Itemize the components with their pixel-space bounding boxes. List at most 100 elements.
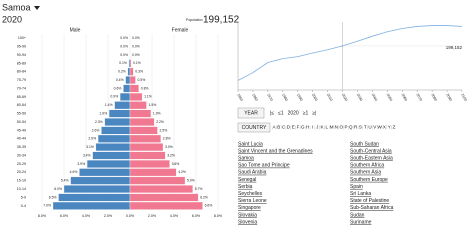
- value-label: 5.0%: [187, 179, 195, 183]
- letter-link[interactable]: L: [326, 125, 329, 130]
- country-link[interactable]: State of Palestine: [350, 198, 389, 204]
- year-nav[interactable]: ≤1: [278, 110, 284, 116]
- x-tick-label: 6.0%: [192, 214, 201, 218]
- letter-link[interactable]: A: [272, 125, 275, 130]
- country-link[interactable]: Southern Europe: [350, 177, 388, 183]
- country-button-box[interactable]: [237, 122, 271, 133]
- year-button[interactable]: YEAR: [244, 110, 258, 116]
- age-label: 100+: [18, 36, 26, 40]
- letter-link[interactable]: S: [359, 125, 362, 130]
- country-button[interactable]: COUNTRY: [242, 125, 267, 131]
- country-link[interactable]: Sao Tome and Principe: [238, 163, 290, 169]
- bar: [129, 185, 193, 193]
- bar: [58, 193, 131, 202]
- x-tick-label: 4.0%: [82, 214, 91, 218]
- value-label: 5.4%: [61, 179, 69, 183]
- country-link[interactable]: Saint Vincent and the Grenadines: [238, 148, 313, 154]
- country-link[interactable]: South-Eastern Asia: [350, 156, 393, 162]
- population-line: [237, 25, 463, 81]
- letter-link[interactable]: W: [377, 125, 382, 130]
- letter-link[interactable]: M: [330, 125, 334, 130]
- age-label: 45-49: [17, 128, 26, 132]
- age-label: 0-4: [21, 204, 26, 208]
- letter-link[interactable]: X: [383, 125, 386, 130]
- letter-link[interactable]: R: [354, 125, 358, 130]
- country-link[interactable]: South-Central Asia: [350, 148, 392, 154]
- letter-link[interactable]: Q: [349, 125, 353, 130]
- value-label: 6.5%: [49, 195, 57, 199]
- letter-link[interactable]: I: [312, 125, 313, 130]
- country-link[interactable]: Saint Lucia: [238, 141, 263, 147]
- country-link[interactable]: Serbia: [238, 184, 253, 190]
- country-link[interactable]: Southern Africa: [350, 163, 384, 169]
- age-label: 85-89: [17, 61, 26, 65]
- country-link[interactable]: Slovakia: [238, 212, 257, 218]
- country-link[interactable]: Seychelles: [238, 191, 263, 197]
- year-nav[interactable]: 2020: [288, 110, 299, 116]
- value-label: 6.2%: [200, 195, 208, 199]
- bar: [129, 201, 203, 210]
- age-label: 80-84: [17, 70, 26, 74]
- letter-link[interactable]: T: [364, 125, 367, 130]
- year-button-box[interactable]: [237, 107, 265, 119]
- value-label: 0.8%: [141, 86, 149, 90]
- letter-link[interactable]: E: [292, 125, 295, 130]
- value-label: 3.6%: [172, 162, 180, 166]
- country-link[interactable]: Samoa: [238, 156, 254, 162]
- value-label: 0.1%: [119, 61, 127, 65]
- country-link[interactable]: Spain: [350, 184, 363, 190]
- value-label: 7.0%: [43, 204, 51, 208]
- x-tick-label: 2040: [371, 93, 378, 102]
- country-link[interactable]: Sudan: [350, 212, 365, 218]
- bar: [129, 143, 164, 152]
- dropdown-arrow[interactable]: [34, 6, 40, 10]
- bar: [129, 67, 134, 76]
- value-label: 0.6%: [114, 86, 122, 90]
- letter-link[interactable]: F: [297, 125, 300, 130]
- country-link[interactable]: Slovenia: [238, 219, 257, 225]
- letter-link[interactable]: D: [287, 125, 291, 130]
- letter-link[interactable]: G: [301, 125, 305, 130]
- age-label: 35-39: [17, 145, 26, 149]
- letter-link[interactable]: H: [306, 125, 309, 130]
- bar: [108, 109, 131, 118]
- letter-link[interactable]: B: [277, 125, 280, 130]
- year-nav[interactable]: ≥1: [303, 110, 309, 116]
- value-label: 2.3%: [95, 120, 103, 124]
- bar: [52, 201, 131, 210]
- country-link[interactable]: Sri Lanka: [350, 191, 371, 197]
- letter-link[interactable]: N: [335, 125, 338, 130]
- age-label: 70-74: [17, 86, 26, 90]
- country-link[interactable]: Singapore: [238, 205, 261, 211]
- letter-link[interactable]: V: [373, 125, 376, 130]
- value-label: 6.6%: [205, 204, 213, 208]
- x-tick-label: 2.0%: [104, 214, 113, 218]
- country-link[interactable]: Southern Asia: [350, 170, 381, 176]
- letter-link[interactable]: Y: [388, 125, 391, 130]
- letter-link[interactable]: O: [339, 125, 343, 130]
- value-label: 0.0%: [120, 53, 128, 57]
- letter-link[interactable]: Z: [393, 125, 396, 130]
- bar: [129, 176, 186, 185]
- bar: [101, 126, 131, 135]
- value-label: 1.9%: [99, 112, 107, 116]
- letter-link[interactable]: C: [282, 125, 286, 130]
- country-link[interactable]: Suriname: [350, 219, 372, 225]
- bar: [63, 185, 131, 193]
- country-link[interactable]: South Sudan: [350, 141, 379, 147]
- value-label: 2.6%: [92, 128, 100, 132]
- year-title: 2020: [2, 14, 22, 24]
- letter-link[interactable]: U: [368, 125, 371, 130]
- age-label: 90-94: [17, 53, 26, 57]
- x-tick-label: 6.0%: [60, 214, 69, 218]
- country-title[interactable]: Samoa: [2, 2, 31, 12]
- country-link[interactable]: Sierra Leone: [238, 198, 267, 204]
- country-link[interactable]: Saudi Arabia: [238, 170, 267, 176]
- country-link[interactable]: Senegal: [238, 177, 256, 183]
- letter-link[interactable]: J: [316, 125, 318, 130]
- year-nav[interactable]: |≤: [270, 110, 274, 116]
- letter-link[interactable]: P: [344, 125, 347, 130]
- letter-link[interactable]: K: [320, 125, 323, 130]
- country-link[interactable]: Sub-Saharan Africa: [350, 205, 394, 211]
- year-nav[interactable]: ≥|: [312, 110, 316, 116]
